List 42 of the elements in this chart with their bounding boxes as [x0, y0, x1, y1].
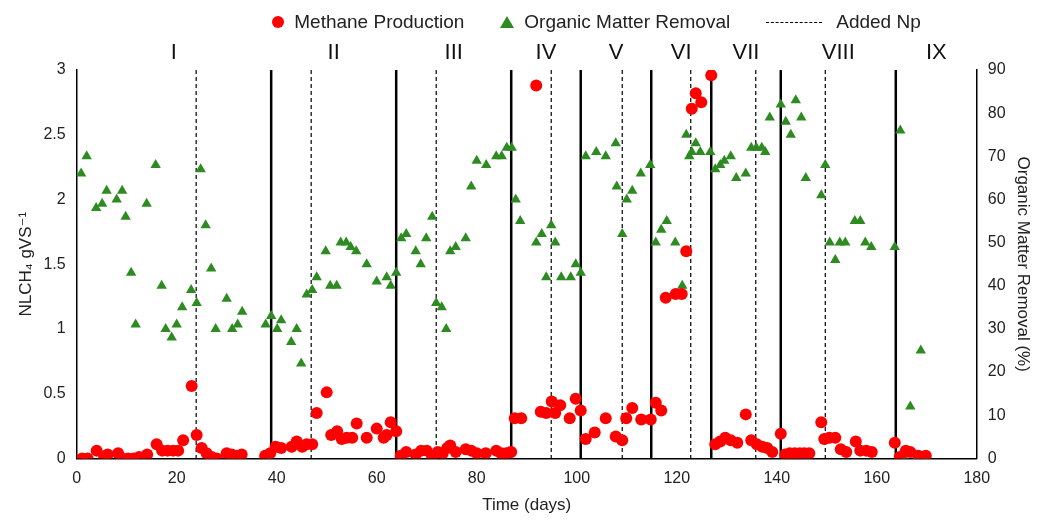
y2-tick-label: 90 — [987, 60, 1006, 78]
x-tick-label: 0 — [72, 469, 82, 487]
text: IV — [535, 39, 557, 65]
legend-label: Added Np — [836, 11, 921, 33]
y2-tick-label: 70 — [987, 146, 1006, 164]
text: VIII — [821, 39, 855, 65]
text: II — [327, 39, 340, 65]
text: V — [608, 39, 624, 65]
y-tick-label: 1.5 — [43, 254, 66, 272]
x-tick-label: 180 — [963, 469, 991, 487]
y2-axis-title: Organic Matter Removal (%) — [1014, 156, 1034, 372]
x-tick-label: 100 — [563, 469, 591, 487]
y2-tick-label: 80 — [987, 103, 1006, 121]
text: VII — [732, 39, 760, 65]
y2-tick-label: 30 — [987, 319, 1006, 337]
legend-label: Organic Matter Removal — [524, 11, 731, 33]
legend-label: Methane Production — [294, 11, 465, 33]
x-tick-label: 140 — [763, 469, 791, 487]
y-tick-label: 1 — [56, 319, 66, 337]
y-axis-title: NLCH₄ gVS⁻¹ — [15, 211, 35, 317]
y-tick-label: 2.5 — [43, 125, 66, 143]
y2-tick-label: 50 — [987, 233, 1006, 251]
x-tick-label: 40 — [267, 469, 286, 487]
y2-tick-label: 20 — [987, 362, 1006, 380]
x-tick-label: 160 — [863, 469, 891, 487]
y-tick-label: 3 — [56, 60, 66, 78]
x-tick-label: 20 — [167, 469, 186, 487]
y-tick-label: 0 — [56, 448, 66, 466]
text: VI — [670, 39, 692, 65]
y2-tick-label: 10 — [987, 405, 1006, 423]
x-tick-label: 60 — [367, 469, 386, 487]
y2-tick-label: 0 — [987, 448, 997, 466]
x-tick-label: 120 — [663, 469, 691, 487]
text: I — [170, 39, 177, 65]
y-tick-label: 0.5 — [43, 384, 66, 402]
y2-tick-label: 40 — [987, 276, 1006, 294]
x-axis-title: Time (days) — [482, 495, 572, 515]
y2-tick-label: 60 — [987, 189, 1006, 207]
x-tick-label: 80 — [467, 469, 486, 487]
text: III — [444, 39, 463, 65]
y-tick-label: 2 — [56, 189, 66, 207]
text: IX — [925, 39, 948, 65]
